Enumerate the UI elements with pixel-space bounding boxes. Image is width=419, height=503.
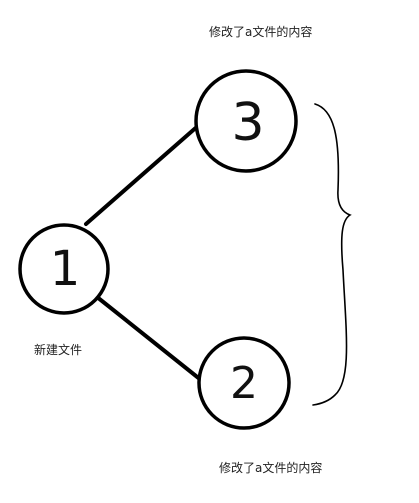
group-brace: [312, 103, 352, 406]
node-1-description: 新建文件: [34, 343, 83, 357]
edge-1-to-2: [95, 295, 203, 382]
node-2: 2: [197, 336, 291, 430]
edge-1-to-3: [84, 123, 201, 226]
node-3-label: 3: [231, 93, 264, 153]
node-3: 3: [194, 69, 298, 173]
node-2-label: 2: [230, 358, 258, 409]
node-3-description: 修改了a文件的内容: [209, 25, 313, 39]
node-1: 1: [18, 223, 110, 315]
node-2-description: 修改了a文件的内容: [219, 461, 323, 475]
node-1-label: 1: [50, 241, 81, 297]
